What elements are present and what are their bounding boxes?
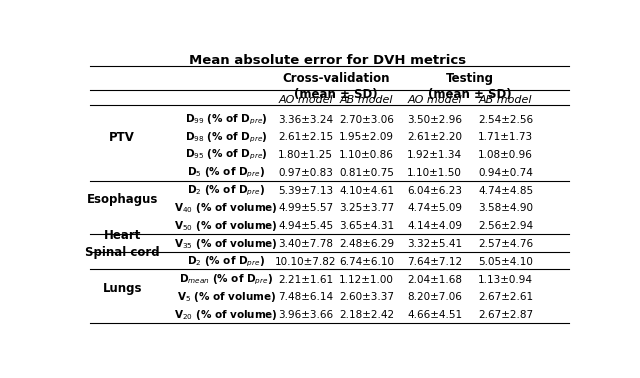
Text: Esophagus: Esophagus [86,193,158,206]
Text: AB model: AB model [479,95,532,105]
Text: D$_{2}$ (% of D$_{pre}$): D$_{2}$ (% of D$_{pre}$) [188,184,266,198]
Text: 2.56±2.94: 2.56±2.94 [478,221,533,231]
Text: 2.70±3.06: 2.70±3.06 [339,115,394,125]
Text: 2.54±2.56: 2.54±2.56 [478,115,533,125]
Text: 10.10±7.82: 10.10±7.82 [275,257,337,267]
Text: 3.32±5.41: 3.32±5.41 [407,239,462,249]
Text: 2.61±2.15: 2.61±2.15 [278,132,333,143]
Text: 4.99±5.57: 4.99±5.57 [278,203,333,214]
Text: AO model: AO model [407,95,462,105]
Text: 2.67±2.87: 2.67±2.87 [478,310,533,320]
Text: D$_{5}$ (% of D$_{pre}$): D$_{5}$ (% of D$_{pre}$) [188,166,266,180]
Text: 0.81±0.75: 0.81±0.75 [339,168,394,178]
Text: Cross-validation
(mean ± SD): Cross-validation (mean ± SD) [282,71,390,101]
Text: 2.61±2.20: 2.61±2.20 [407,132,462,143]
Text: V$_{35}$ (% of volume): V$_{35}$ (% of volume) [174,237,278,251]
Text: 4.10±4.61: 4.10±4.61 [339,186,394,196]
Text: 1.13±0.94: 1.13±0.94 [478,274,533,285]
Text: 1.71±1.73: 1.71±1.73 [478,132,533,143]
Text: V$_{50}$ (% of volume): V$_{50}$ (% of volume) [174,219,278,233]
Text: 7.64±7.12: 7.64±7.12 [407,257,462,267]
Text: 2.57±4.76: 2.57±4.76 [478,239,533,249]
Text: D$_{99}$ (% of D$_{pre}$): D$_{99}$ (% of D$_{pre}$) [185,113,268,127]
Text: 3.50±2.96: 3.50±2.96 [407,115,462,125]
Text: Lungs: Lungs [102,282,142,295]
Text: 1.08±0.96: 1.08±0.96 [478,150,533,160]
Text: 4.74±5.09: 4.74±5.09 [407,203,462,214]
Text: 2.67±2.61: 2.67±2.61 [478,292,533,302]
Text: 4.66±4.51: 4.66±4.51 [407,310,462,320]
Text: Heart: Heart [104,229,141,242]
Text: 2.04±1.68: 2.04±1.68 [407,274,462,285]
Text: 0.97±0.83: 0.97±0.83 [278,168,333,178]
Text: D$_{mean}$ (% of D$_{pre}$): D$_{mean}$ (% of D$_{pre}$) [179,272,273,287]
Text: 1.10±0.86: 1.10±0.86 [339,150,394,160]
Text: 0.94±0.74: 0.94±0.74 [478,168,533,178]
Text: D$_{2}$ (% of D$_{pre}$): D$_{2}$ (% of D$_{pre}$) [188,254,266,269]
Text: 4.14±4.09: 4.14±4.09 [407,221,462,231]
Text: 5.05±4.10: 5.05±4.10 [478,257,533,267]
Text: 3.96±3.66: 3.96±3.66 [278,310,333,320]
Text: V$_{40}$ (% of volume): V$_{40}$ (% of volume) [174,201,278,215]
Text: V$_{20}$ (% of volume): V$_{20}$ (% of volume) [174,308,278,322]
Text: 5.39±7.13: 5.39±7.13 [278,186,333,196]
Text: 3.40±7.78: 3.40±7.78 [278,239,333,249]
Text: 7.48±6.14: 7.48±6.14 [278,292,333,302]
Text: 1.95±2.09: 1.95±2.09 [339,132,394,143]
Text: 1.10±1.50: 1.10±1.50 [407,168,462,178]
Text: 4.74±4.85: 4.74±4.85 [478,186,533,196]
Text: 3.58±4.90: 3.58±4.90 [478,203,533,214]
Text: D$_{98}$ (% of D$_{pre}$): D$_{98}$ (% of D$_{pre}$) [185,130,268,145]
Text: 1.80±1.25: 1.80±1.25 [278,150,333,160]
Text: Spinal cord: Spinal cord [85,246,159,259]
Text: 2.60±3.37: 2.60±3.37 [339,292,394,302]
Text: 1.12±1.00: 1.12±1.00 [339,274,394,285]
Text: D$_{95}$ (% of D$_{pre}$): D$_{95}$ (% of D$_{pre}$) [185,148,268,163]
Text: Mean absolute error for DVH metrics: Mean absolute error for DVH metrics [189,54,467,67]
Text: 3.25±3.77: 3.25±3.77 [339,203,394,214]
Text: 2.18±2.42: 2.18±2.42 [339,310,394,320]
Text: 2.21±1.61: 2.21±1.61 [278,274,333,285]
Text: AO model: AO model [278,95,333,105]
Text: V$_{5}$ (% of volume): V$_{5}$ (% of volume) [177,290,276,304]
Text: 4.94±5.45: 4.94±5.45 [278,221,333,231]
Text: 6.74±6.10: 6.74±6.10 [339,257,394,267]
Text: AB model: AB model [340,95,394,105]
Text: 3.65±4.31: 3.65±4.31 [339,221,394,231]
Text: 8.20±7.06: 8.20±7.06 [407,292,462,302]
Text: 6.04±6.23: 6.04±6.23 [407,186,462,196]
Text: 2.48±6.29: 2.48±6.29 [339,239,394,249]
Text: 3.36±3.24: 3.36±3.24 [278,115,333,125]
Text: 1.92±1.34: 1.92±1.34 [407,150,462,160]
Text: PTV: PTV [109,131,135,144]
Text: Testing
(mean ± SD): Testing (mean ± SD) [428,71,512,101]
